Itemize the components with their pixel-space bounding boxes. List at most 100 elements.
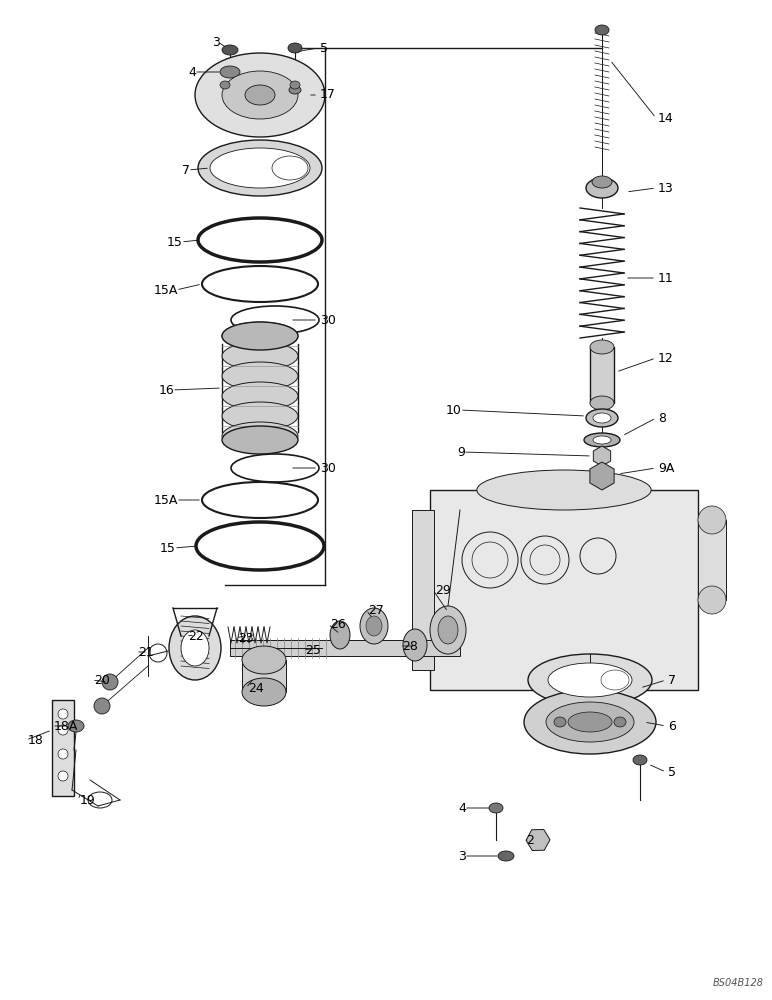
Ellipse shape [245, 85, 275, 105]
Ellipse shape [360, 608, 388, 644]
Ellipse shape [242, 678, 286, 706]
Bar [698, 520, 726, 600]
Ellipse shape [698, 506, 726, 534]
Text: 29: 29 [435, 584, 451, 596]
Ellipse shape [366, 616, 382, 636]
Ellipse shape [288, 43, 302, 53]
Text: 7: 7 [182, 163, 190, 176]
Ellipse shape [222, 362, 298, 390]
Ellipse shape [68, 720, 84, 732]
Text: BS04B128: BS04B128 [713, 978, 764, 988]
Ellipse shape [102, 674, 118, 690]
Ellipse shape [592, 176, 612, 188]
Text: 8: 8 [658, 412, 666, 424]
Ellipse shape [593, 436, 611, 444]
Ellipse shape [58, 709, 68, 719]
Ellipse shape [58, 725, 68, 735]
Text: 2: 2 [526, 834, 534, 846]
Text: 9A: 9A [658, 462, 675, 475]
Ellipse shape [290, 81, 300, 89]
Text: 24: 24 [248, 682, 264, 694]
Text: 20: 20 [94, 674, 110, 686]
Ellipse shape [614, 717, 626, 727]
Ellipse shape [242, 646, 286, 674]
Text: 13: 13 [658, 182, 674, 194]
Text: 17: 17 [320, 89, 336, 102]
Text: 30: 30 [320, 462, 336, 475]
Text: 26: 26 [330, 617, 346, 631]
Ellipse shape [595, 25, 609, 35]
Text: 5: 5 [320, 41, 328, 54]
Ellipse shape [586, 409, 618, 427]
Bar [412, 510, 434, 670]
Text: 4: 4 [188, 66, 196, 79]
Ellipse shape [195, 53, 325, 137]
Ellipse shape [220, 66, 240, 78]
Ellipse shape [698, 586, 726, 614]
Text: 28: 28 [402, 640, 418, 652]
Ellipse shape [593, 413, 611, 423]
Text: 23: 23 [238, 632, 254, 645]
Text: 16: 16 [158, 383, 174, 396]
Ellipse shape [568, 712, 612, 732]
Ellipse shape [210, 148, 310, 188]
Bar [430, 490, 698, 690]
Ellipse shape [181, 630, 209, 666]
Ellipse shape [58, 771, 68, 781]
Ellipse shape [554, 717, 566, 727]
Ellipse shape [222, 426, 298, 454]
Text: 5: 5 [668, 766, 676, 778]
Ellipse shape [586, 178, 618, 198]
Text: 21: 21 [138, 646, 154, 658]
Ellipse shape [548, 663, 632, 697]
Text: 15: 15 [160, 542, 176, 554]
Ellipse shape [58, 749, 68, 759]
Ellipse shape [222, 402, 298, 430]
Bar [590, 347, 614, 403]
Text: 18A: 18A [54, 720, 79, 732]
Text: 30: 30 [320, 314, 336, 326]
Ellipse shape [477, 470, 651, 510]
Ellipse shape [330, 621, 350, 649]
Text: 7: 7 [668, 674, 676, 686]
Text: 9: 9 [457, 446, 465, 458]
Ellipse shape [498, 851, 514, 861]
Bar [52, 700, 74, 796]
Ellipse shape [94, 698, 110, 714]
Text: 25: 25 [305, 644, 321, 656]
Ellipse shape [222, 342, 298, 370]
Text: 6: 6 [668, 720, 676, 732]
Text: 15A: 15A [154, 284, 178, 296]
Ellipse shape [220, 81, 230, 89]
Ellipse shape [633, 755, 647, 765]
Text: 15A: 15A [154, 493, 178, 506]
Text: 12: 12 [658, 352, 674, 364]
Bar [230, 640, 460, 656]
Ellipse shape [590, 396, 614, 410]
Ellipse shape [222, 382, 298, 410]
Ellipse shape [272, 156, 308, 180]
Ellipse shape [222, 422, 298, 450]
Ellipse shape [169, 616, 221, 680]
Ellipse shape [546, 702, 634, 742]
Ellipse shape [222, 71, 298, 119]
Ellipse shape [430, 606, 466, 654]
Ellipse shape [528, 654, 652, 706]
Text: 10: 10 [446, 403, 462, 416]
Ellipse shape [438, 616, 458, 644]
Ellipse shape [222, 322, 298, 350]
Ellipse shape [601, 670, 629, 690]
Ellipse shape [222, 322, 298, 350]
Ellipse shape [198, 140, 322, 196]
Ellipse shape [590, 340, 614, 354]
Text: 14: 14 [658, 111, 674, 124]
Text: 3: 3 [212, 35, 220, 48]
Text: 18: 18 [28, 734, 44, 746]
Ellipse shape [489, 803, 503, 813]
Text: 3: 3 [458, 850, 466, 862]
Text: 27: 27 [368, 603, 384, 616]
Text: 19: 19 [80, 794, 96, 806]
Ellipse shape [222, 45, 238, 55]
Text: 15: 15 [167, 235, 183, 248]
Text: 22: 22 [188, 630, 204, 643]
